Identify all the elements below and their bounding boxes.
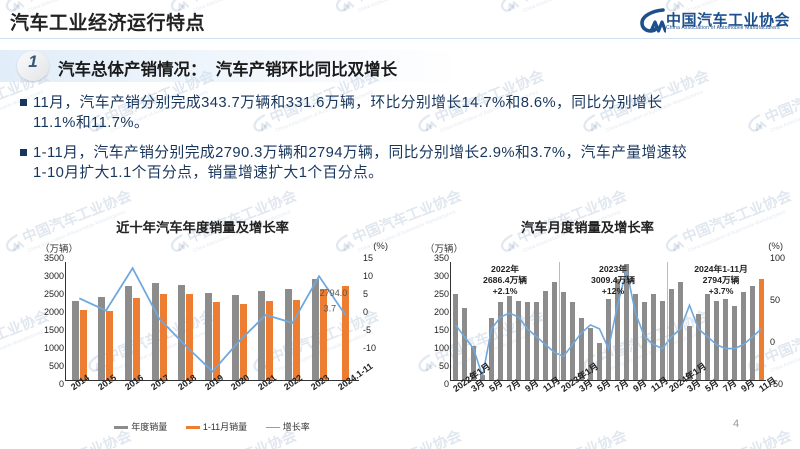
svg-text:3.7: 3.7 bbox=[324, 303, 337, 313]
svg-text:2794.0: 2794.0 bbox=[320, 288, 348, 298]
